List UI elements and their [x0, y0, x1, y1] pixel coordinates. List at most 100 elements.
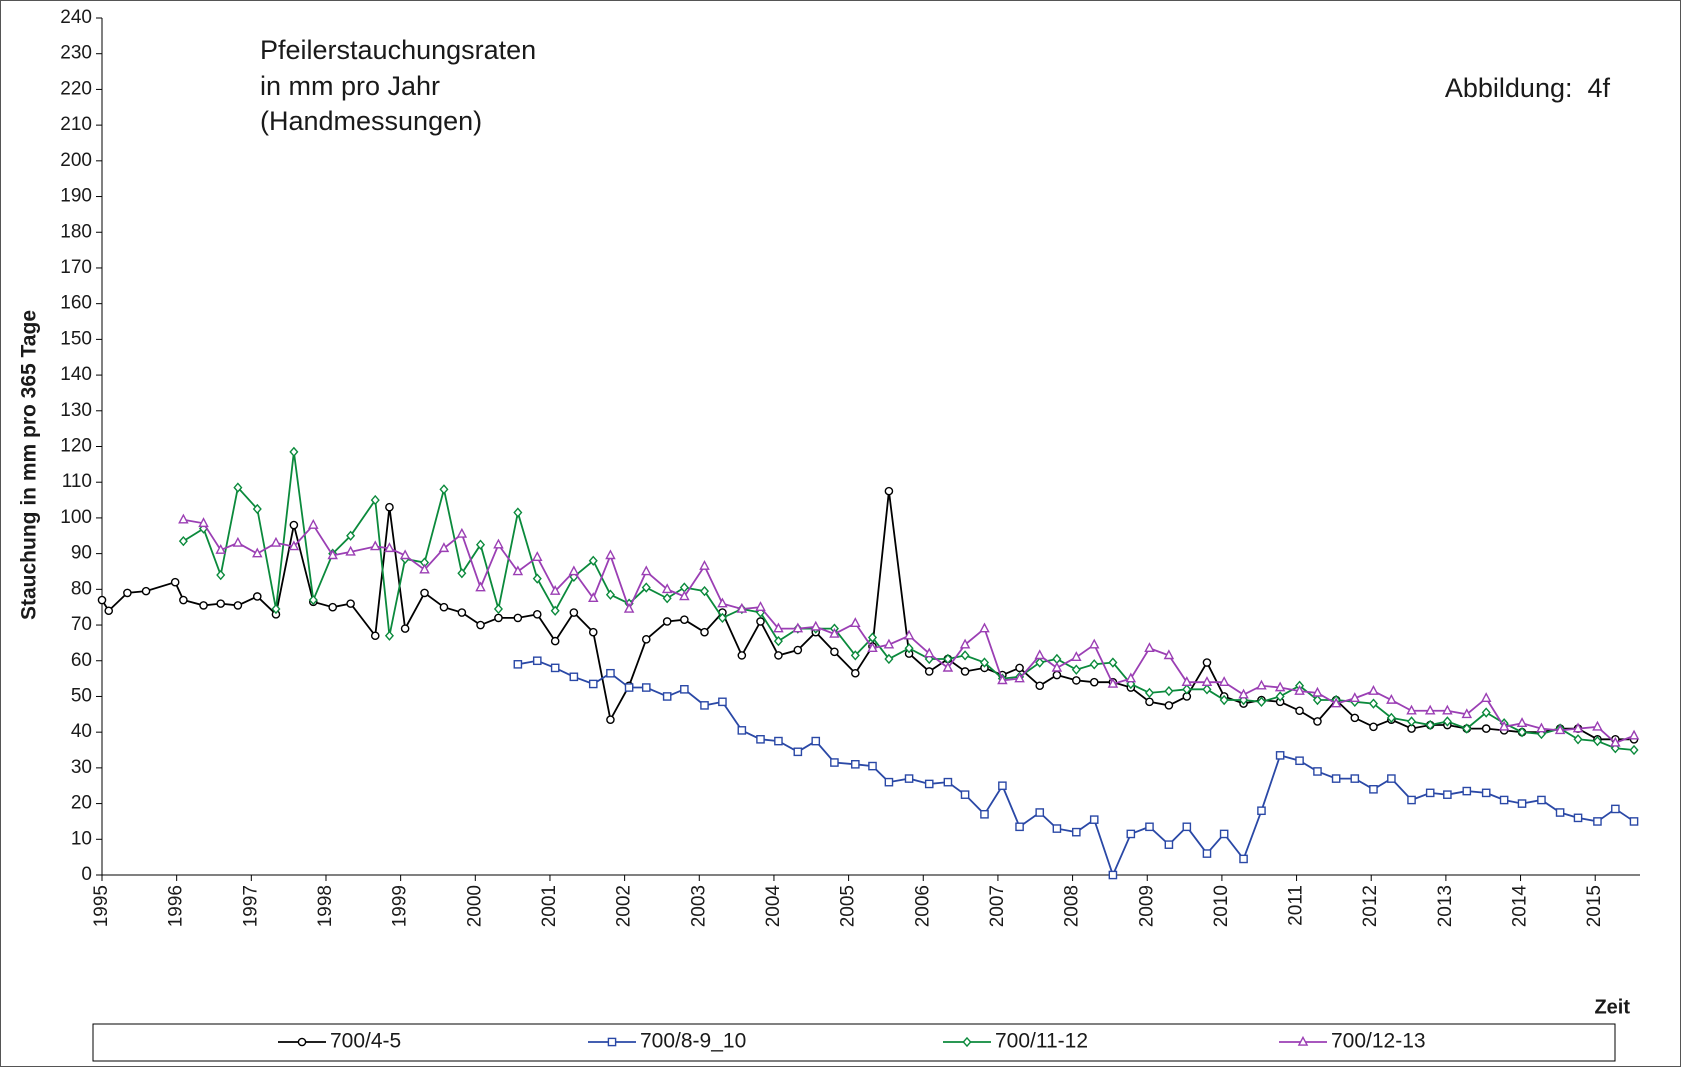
- marker: [400, 624, 410, 633]
- marker: [1312, 686, 1323, 697]
- marker: [811, 736, 821, 746]
- x-tick-label: 2002: [614, 885, 635, 927]
- marker: [370, 631, 380, 641]
- marker: [924, 667, 934, 676]
- marker: [1107, 677, 1119, 688]
- marker: [1611, 804, 1620, 814]
- marker: [568, 565, 580, 576]
- marker: [850, 617, 861, 628]
- marker: [883, 638, 895, 649]
- marker: [289, 446, 299, 458]
- marker: [271, 603, 281, 615]
- marker: [884, 777, 894, 787]
- legend-label: 700/8-9_10: [640, 1030, 746, 1053]
- marker: [774, 736, 783, 746]
- marker: [104, 606, 114, 616]
- marker: [199, 601, 208, 610]
- marker: [370, 494, 380, 506]
- marker: [233, 601, 243, 610]
- y-tick-label: 200: [60, 150, 92, 171]
- marker: [1406, 704, 1417, 715]
- marker: [1481, 707, 1491, 718]
- marker: [1034, 649, 1045, 660]
- marker: [829, 627, 840, 638]
- y-tick-label: 160: [60, 293, 92, 314]
- marker: [1108, 657, 1118, 668]
- marker: [1052, 670, 1062, 680]
- marker: [641, 565, 652, 576]
- marker: [513, 660, 523, 669]
- marker: [679, 590, 690, 601]
- marker: [532, 573, 542, 584]
- x-tick-label: 2010: [1211, 885, 1232, 927]
- x-tick-label: 2012: [1360, 885, 1381, 927]
- marker: [962, 1036, 972, 1048]
- marker: [998, 781, 1007, 791]
- marker: [718, 697, 727, 707]
- marker: [438, 542, 450, 553]
- marker: [1629, 744, 1639, 756]
- marker: [1628, 729, 1640, 740]
- marker: [851, 668, 860, 678]
- marker: [178, 535, 188, 547]
- marker: [1071, 651, 1082, 661]
- marker: [736, 602, 748, 613]
- y-tick-label: 150: [60, 328, 92, 349]
- y-tick-label: 10: [71, 828, 92, 849]
- marker: [550, 636, 560, 646]
- marker: [1218, 676, 1230, 686]
- y-tick-label: 0: [81, 864, 92, 885]
- marker: [1088, 638, 1100, 649]
- marker: [1297, 1035, 1309, 1046]
- marker: [1202, 849, 1212, 858]
- marker: [475, 581, 486, 592]
- x-tick-label: 2008: [1062, 885, 1083, 927]
- marker: [1350, 774, 1360, 783]
- marker: [308, 594, 318, 606]
- y-axis-label: Stauchung in mm pro 365 Tage: [18, 310, 41, 620]
- marker: [1108, 870, 1118, 880]
- marker: [569, 672, 579, 682]
- marker: [1015, 663, 1024, 673]
- marker: [810, 620, 822, 631]
- marker: [979, 622, 990, 633]
- marker: [717, 612, 727, 624]
- y-tick-label: 230: [60, 43, 92, 64]
- y-tick-label: 220: [60, 78, 92, 99]
- y-tick-label: 70: [71, 614, 92, 635]
- marker: [384, 542, 395, 553]
- marker: [1089, 815, 1099, 824]
- marker: [662, 617, 672, 626]
- marker: [457, 568, 467, 579]
- marker: [1145, 697, 1154, 707]
- marker: [1443, 790, 1452, 799]
- marker: [1554, 724, 1566, 735]
- marker: [550, 605, 560, 616]
- marker: [1407, 795, 1416, 805]
- marker: [607, 1037, 617, 1047]
- marker: [420, 588, 429, 598]
- x-tick-label: 2003: [688, 885, 709, 927]
- marker: [456, 527, 468, 538]
- x-tick-label: 2011: [1286, 885, 1307, 926]
- x-axis-label: Zeit: [1594, 996, 1630, 1018]
- marker: [960, 790, 970, 799]
- marker: [328, 602, 338, 612]
- marker: [327, 549, 338, 560]
- marker: [1498, 720, 1510, 731]
- marker: [700, 701, 709, 710]
- marker: [1125, 672, 1137, 683]
- marker: [399, 549, 411, 560]
- y-tick-label: 140: [60, 364, 92, 385]
- marker: [1051, 661, 1063, 672]
- marker: [793, 645, 803, 655]
- marker: [1386, 712, 1396, 724]
- marker: [385, 502, 394, 512]
- marker: [588, 679, 598, 689]
- y-tick-label: 120: [60, 436, 92, 457]
- marker: [1219, 694, 1229, 706]
- marker: [1126, 829, 1136, 839]
- marker: [308, 518, 319, 529]
- marker: [587, 592, 599, 603]
- marker: [680, 685, 689, 694]
